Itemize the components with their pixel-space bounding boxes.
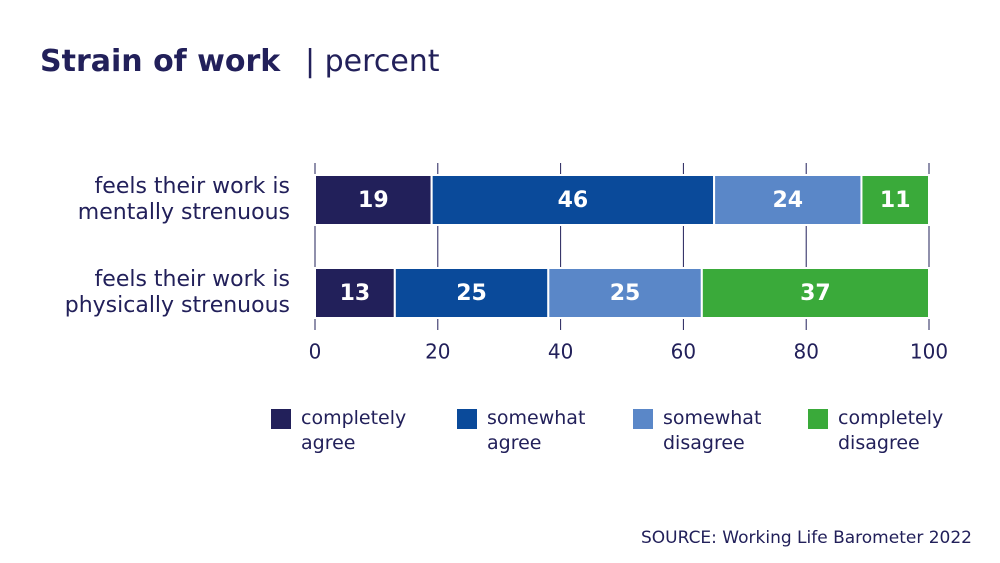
- source: SOURCE: Working Life Barometer 2022: [640, 528, 972, 548]
- legend-item: somewhat disagree: [633, 406, 793, 456]
- bar-segment: [430, 174, 716, 226]
- x-tick-label: 0: [309, 340, 322, 364]
- legend-swatch: [633, 409, 653, 429]
- value-label: 24: [772, 188, 803, 213]
- legend-label: somewhat disagree: [663, 407, 762, 454]
- bar-segment: [860, 174, 931, 226]
- legend-label: somewhat agree: [487, 407, 586, 454]
- value-label: 19: [358, 188, 389, 213]
- legend-item: completely disagree: [808, 406, 968, 456]
- chart-title: Strain of work: [40, 44, 281, 79]
- value-label: 11: [880, 188, 911, 213]
- bar-segment: [700, 267, 930, 319]
- value-label: 25: [456, 281, 487, 306]
- category-label: feels their work is mentally strenuous: [77, 174, 290, 225]
- bar-segment: [314, 174, 433, 226]
- value-label: 46: [558, 188, 589, 213]
- x-tick-label: 100: [910, 340, 948, 364]
- x-tick-label: 20: [425, 340, 450, 364]
- legend-label: completely disagree: [838, 407, 944, 454]
- value-label: 13: [340, 281, 371, 306]
- bar-segment: [547, 267, 703, 319]
- legend-label: completely agree: [301, 407, 407, 454]
- x-tick-label: 60: [671, 340, 696, 364]
- category-label: feels their work is physically strenuous: [64, 267, 290, 318]
- value-label: 25: [610, 281, 641, 306]
- legend-swatch: [457, 409, 477, 429]
- legend-swatch: [271, 409, 291, 429]
- bar-segment: [314, 267, 396, 319]
- chart-subtitle: | percent: [305, 44, 440, 79]
- legend-item: somewhat agree: [457, 406, 617, 456]
- legend-swatch: [808, 409, 828, 429]
- x-tick-label: 40: [548, 340, 573, 364]
- legend-item: completely agree: [271, 406, 431, 456]
- value-label: 37: [800, 281, 831, 306]
- x-tick-label: 80: [793, 340, 818, 364]
